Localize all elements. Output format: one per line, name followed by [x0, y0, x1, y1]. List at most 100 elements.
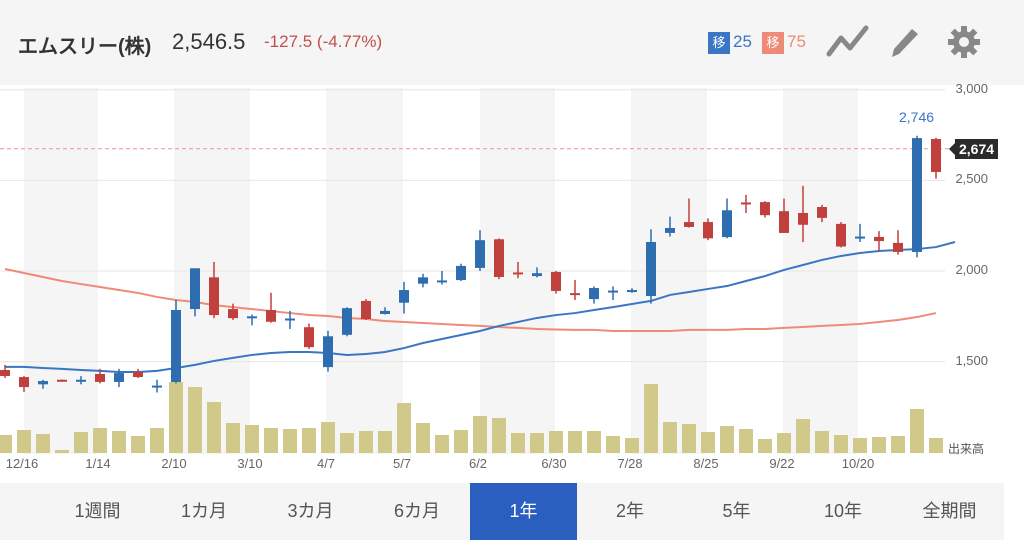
x-axis-label: 6/2 — [468, 456, 488, 471]
candle-body — [893, 242, 903, 252]
volume-bar — [511, 433, 525, 453]
gear-icon[interactable] — [946, 24, 982, 60]
x-axis-label: 7/28 — [617, 456, 643, 471]
candle-body — [513, 272, 523, 275]
ma-long-value: 75 — [787, 32, 806, 51]
volume-bar — [644, 384, 658, 453]
pencil-icon[interactable] — [886, 24, 922, 60]
period-tabs: 1日 1週間 1カ月 3カ月 6カ月 1年 2年 5年 10年 全期間 — [0, 483, 1004, 540]
candle-body — [437, 280, 447, 283]
candle-body — [133, 371, 143, 378]
candle-body — [247, 316, 257, 319]
current-price-tag: 2,674 — [948, 139, 999, 159]
volume-bar — [359, 431, 373, 453]
volume-bar — [625, 438, 639, 453]
candle-body — [418, 277, 428, 284]
volume-bar — [834, 435, 848, 453]
tab-period[interactable]: 6カ月 — [393, 501, 440, 521]
candle-body — [551, 271, 561, 291]
volume-bar — [701, 432, 715, 453]
candle-body — [152, 385, 162, 388]
x-axis-label: 9/22 — [769, 456, 795, 471]
tab-period[interactable]: 2年 — [615, 501, 644, 521]
x-axis-label: 6/30 — [541, 456, 567, 471]
candle-body — [646, 241, 656, 297]
tab-period[interactable]: 1日 — [0, 483, 17, 540]
line-chart-icon[interactable] — [826, 24, 870, 60]
candle-body — [0, 369, 10, 376]
volume-bar — [17, 430, 31, 453]
x-axis-label: 12/16 — [5, 456, 39, 471]
x-axis-label: 2/10 — [161, 456, 187, 471]
candle-body — [266, 309, 276, 322]
volume-bar — [815, 431, 829, 453]
x-axis-label: 4/7 — [316, 456, 336, 471]
candle-body — [19, 377, 29, 388]
candle-body — [323, 336, 333, 368]
volume-bar — [0, 435, 12, 453]
candle-body — [380, 310, 390, 314]
volume-bar — [283, 429, 297, 453]
volume-bar — [150, 428, 164, 453]
volume-bar — [720, 426, 734, 453]
candle-body — [741, 202, 751, 205]
ma-short-badge[interactable]: 移 — [708, 32, 730, 54]
candle-body — [475, 240, 485, 268]
tab-period[interactable]: 1週間 — [74, 501, 121, 521]
volume-bar — [568, 431, 582, 453]
tab-period[interactable]: 全期間 — [922, 501, 977, 521]
candle-body — [114, 373, 124, 382]
candle-body — [855, 236, 865, 239]
volume-bar — [226, 423, 240, 453]
candle-body — [627, 290, 637, 293]
high-price-label: 2,746 — [899, 109, 935, 125]
volume-bar — [587, 431, 601, 453]
volume-bar — [74, 432, 88, 453]
tab-period[interactable]: 3カ月 — [287, 501, 334, 521]
volume-bar — [910, 409, 924, 453]
candle-body — [57, 379, 67, 382]
candle-body — [532, 273, 542, 277]
candle-body — [456, 265, 466, 281]
volume-bar — [397, 403, 411, 453]
volume-bar — [739, 429, 753, 453]
volume-bar — [55, 450, 69, 453]
y-axis-label: 1,500 — [955, 352, 988, 368]
candle-body — [285, 318, 295, 321]
tab-period[interactable]: 5年 — [722, 501, 751, 521]
x-axis-label: 10/20 — [841, 456, 875, 471]
stock-price: 2,546.5 — [172, 29, 246, 54]
candle-body — [209, 277, 219, 316]
candle-body — [304, 327, 314, 348]
candle-body — [931, 139, 941, 173]
volume-bar — [853, 438, 867, 453]
volume-bar — [473, 416, 487, 453]
y-axis-label: 2,500 — [955, 171, 988, 187]
volume-bar — [492, 418, 506, 453]
tab-period[interactable]: 1年 — [470, 483, 577, 540]
volume-bar — [796, 419, 810, 453]
tab-period[interactable]: 1カ月 — [180, 501, 227, 521]
candle-body — [361, 300, 371, 320]
ma-long-badge[interactable]: 移 — [762, 32, 784, 54]
volume-bar — [416, 423, 430, 453]
candle-body — [494, 239, 504, 277]
volume-bar — [36, 434, 50, 453]
volume-bar — [245, 425, 259, 453]
ma75-line — [4, 268, 937, 333]
ma-short-value: 25 — [733, 32, 752, 51]
candle-body — [76, 379, 86, 382]
volume-bar — [264, 428, 278, 453]
volume-bar — [777, 433, 791, 453]
candle-body — [342, 308, 352, 335]
volume-bar — [112, 431, 126, 453]
volume-bar — [321, 422, 335, 453]
volume-bar — [530, 433, 544, 453]
candle-body — [608, 290, 618, 293]
volume-label: 出来高 — [948, 442, 985, 456]
volume-bar — [188, 387, 202, 453]
volume-bar — [302, 428, 316, 453]
tab-period[interactable]: 10年 — [823, 501, 863, 521]
volume-bar — [169, 382, 183, 453]
